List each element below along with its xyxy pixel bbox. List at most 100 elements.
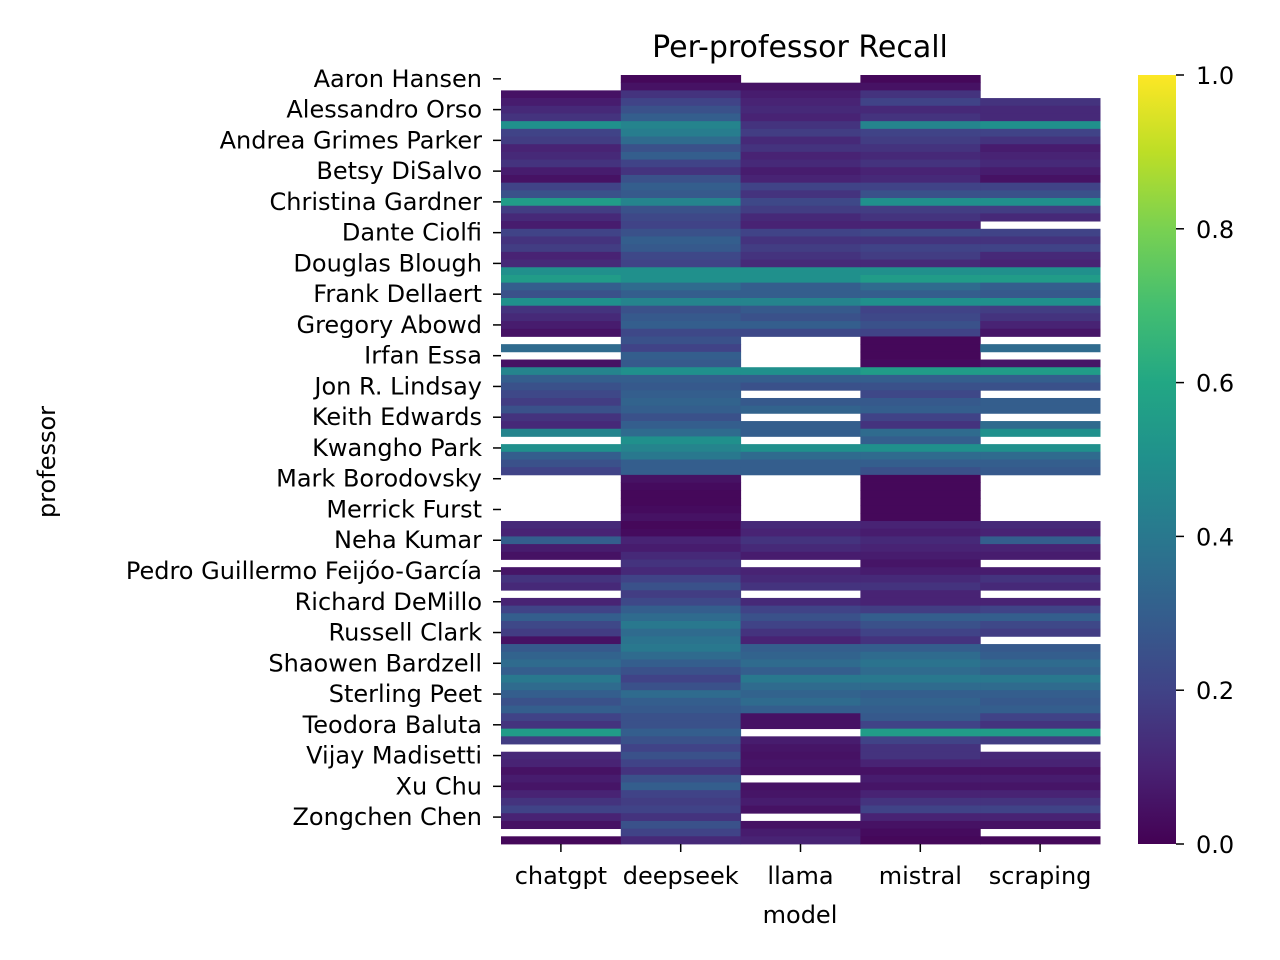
- heatmap-cell: [620, 459, 742, 468]
- heatmap-cell: [980, 582, 1101, 591]
- heatmap-cell: [620, 736, 742, 745]
- y-axis-label: professor: [33, 406, 61, 518]
- heatmap-cell: [860, 205, 981, 214]
- heatmap-cell: [740, 620, 861, 630]
- heatmap-cell: [980, 674, 1101, 683]
- heatmap-cell: [980, 213, 1101, 222]
- y-tick-label: Christina Gardner: [270, 188, 483, 216]
- heatmap-cell: [980, 813, 1101, 822]
- heatmap-cell: [860, 613, 981, 622]
- heatmap-cell: [860, 251, 981, 260]
- heatmap-cell: [740, 121, 861, 130]
- x-tick-label: deepseek: [623, 862, 739, 890]
- heatmap-cell: [980, 467, 1101, 476]
- heatmap-cell: [501, 359, 622, 368]
- heatmap-cell: [980, 174, 1101, 184]
- heatmap-cell: [740, 544, 861, 553]
- heatmap-cell: [501, 720, 622, 730]
- colorbar-tick-label: 0.2: [1196, 677, 1234, 705]
- heatmap-cell: [620, 674, 742, 683]
- heatmap-cell: [980, 620, 1101, 630]
- heatmap-cell: [980, 205, 1101, 214]
- heatmap-cell: [860, 697, 981, 706]
- heatmap-cell: [620, 505, 742, 514]
- heatmap-cell: [860, 405, 981, 414]
- heatmap-cell: [980, 805, 1101, 814]
- heatmap-cell: [740, 628, 861, 637]
- heatmap-cell: [501, 751, 622, 760]
- heatmap-cell: [980, 459, 1101, 468]
- heatmap-cell: [860, 805, 981, 814]
- y-tick-label: Keith Edwards: [312, 403, 482, 431]
- heatmap-cell: [740, 305, 861, 314]
- heatmap-cell: [860, 290, 981, 299]
- heatmap-cell: [980, 567, 1101, 576]
- heatmap-cell: [501, 367, 622, 376]
- heatmap-cell: [620, 490, 742, 499]
- heatmap-cell: [501, 151, 622, 160]
- heatmap-cell: [860, 782, 981, 791]
- heatmap-cell: [740, 836, 861, 845]
- heatmap-cell: [740, 613, 861, 622]
- heatmap-cell: [860, 221, 981, 230]
- heatmap-cell: [620, 567, 742, 576]
- heatmap-cell: [501, 221, 622, 230]
- heatmap-cell: [980, 605, 1101, 614]
- heatmap-cell: [740, 451, 861, 460]
- heatmap-cell: [860, 105, 981, 114]
- heatmap-cell: [740, 751, 861, 760]
- heatmap-cell: [740, 644, 861, 653]
- heatmap-cell: [501, 421, 622, 430]
- heatmap-cell: [860, 505, 981, 514]
- heatmap-cell: [620, 205, 742, 214]
- heatmap-cell: [980, 421, 1101, 430]
- heatmap-cell: [860, 344, 981, 353]
- heatmap-cell: [980, 782, 1101, 791]
- heatmap-cell: [860, 582, 981, 591]
- heatmap-cell: [860, 574, 981, 583]
- heatmap-cell: [980, 367, 1101, 376]
- heatmap-cell: [980, 720, 1101, 730]
- y-tick-label: Alessandro Orso: [286, 96, 482, 124]
- y-tick-label: Neha Kumar: [334, 526, 482, 554]
- heatmap-cell: [740, 198, 861, 207]
- heatmap-cell: [620, 382, 742, 391]
- heatmap-cell: [620, 482, 742, 491]
- heatmap-cell: [740, 167, 861, 176]
- y-tick-label: Mark Borodovsky: [276, 465, 482, 493]
- heatmap-cell: [620, 513, 742, 522]
- heatmap-cell: [860, 259, 981, 268]
- heatmap-cell: [740, 98, 861, 107]
- colorbar-tick-label: 0.4: [1196, 523, 1234, 551]
- heatmap-cell: [501, 667, 622, 676]
- heatmap-cell: [860, 474, 981, 483]
- heatmap-cell: [620, 305, 742, 314]
- heatmap-cell: [980, 659, 1101, 668]
- heatmap-cell: [860, 636, 981, 645]
- heatmap-cell: [740, 782, 861, 791]
- y-tick-label: Xu Chu: [396, 772, 482, 800]
- heatmap-cell: [620, 290, 742, 299]
- heatmap-cell: [980, 144, 1101, 153]
- heatmap-cell: [860, 90, 981, 99]
- heatmap-cell: [620, 198, 742, 207]
- y-tick-label: Zongchen Chen: [292, 803, 482, 831]
- heatmap-cell: [980, 628, 1101, 637]
- heatmap-cell: [501, 467, 622, 476]
- heatmap-cell: [740, 805, 861, 814]
- heatmap-cell: [501, 205, 622, 214]
- heatmap-cell: [620, 813, 742, 822]
- heatmap-cell: [501, 759, 622, 768]
- heatmap-cell: [620, 782, 742, 791]
- heatmap-cell: [860, 713, 981, 722]
- heatmap-cell: [501, 228, 622, 237]
- heatmap-cell: [980, 521, 1101, 530]
- heatmap-cell: [980, 344, 1101, 353]
- y-tick-label: Andrea Grimes Parker: [220, 126, 482, 154]
- heatmap-cell: [980, 198, 1101, 207]
- heatmap-cell: [620, 497, 742, 507]
- heatmap-cell: [860, 382, 981, 391]
- heatmap-cell: [860, 144, 981, 153]
- heatmap-cell: [860, 136, 981, 145]
